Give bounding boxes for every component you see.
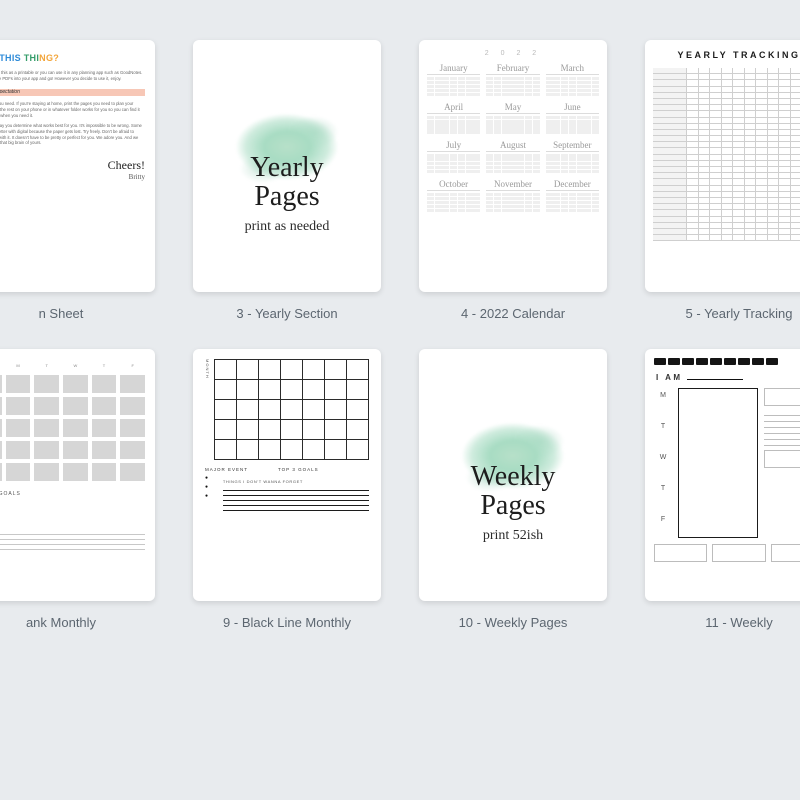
card-black-line-monthly[interactable]: MONTH MAJOR EVENT TOP 3 GOALS THINGS I D… <box>186 349 388 630</box>
calendar-months: JanuaryFebruaryMarchAprilMayJuneJulyAugu… <box>427 63 599 218</box>
month-side-label: MONTH <box>205 359 210 379</box>
thumb-yearly-section: YearlyPages print as needed <box>193 40 381 292</box>
thumb-instruction-sheet: USE THIS THING? You can use this as a pr… <box>0 40 155 292</box>
section-subtitle: print 52ish <box>483 528 543 544</box>
section-subtitle: print as needed <box>245 219 330 235</box>
instr-para: Use it in a way you determine what works… <box>0 123 145 146</box>
main-plan-box <box>678 388 758 538</box>
instr-signature: Cheers! <box>0 157 145 173</box>
month-outline-grid <box>214 359 369 459</box>
notes-column: THINGS I DON'T WANNA FORGET <box>223 475 369 511</box>
thumb-weekly-pages: WeeklyPages print 52ish <box>419 349 607 601</box>
thumb-2022-calendar: 2 0 2 2 JanuaryFebruaryMarchAprilMayJune… <box>419 40 607 292</box>
thumb-yearly-tracking: YEARLY TRACKING <box>645 40 800 292</box>
card-caption: 5 - Yearly Tracking <box>686 306 793 321</box>
card-instruction-sheet[interactable]: USE THIS THING? You can use this as a pr… <box>0 40 162 321</box>
thumb-weekly: I AM MTWTF <box>645 349 800 601</box>
day-letters: MTWTF <box>654 388 672 538</box>
template-grid: USE THIS THING? You can use this as a pr… <box>0 40 800 630</box>
instr-highlight: not an expectation <box>0 89 145 96</box>
note-lines <box>0 530 145 550</box>
tracking-title: YEARLY TRACKING <box>653 50 800 60</box>
thumb-blank-monthly: SMTWTF TOP 3 GOALS <box>0 349 155 601</box>
habit-bar <box>654 358 800 365</box>
instr-para: Print what you need. If you're staying a… <box>0 101 145 118</box>
card-blank-monthly[interactable]: SMTWTF TOP 3 GOALS ank Monthly <box>0 349 162 630</box>
section-title: YearlyPages <box>250 153 323 212</box>
card-caption: n Sheet <box>39 306 84 321</box>
thumb-black-line-monthly: MONTH MAJOR EVENT TOP 3 GOALS THINGS I D… <box>193 349 381 601</box>
card-caption: 4 - 2022 Calendar <box>461 306 565 321</box>
instr-heading: USE THIS THING? <box>0 52 145 64</box>
tracking-table <box>653 68 800 241</box>
iam-heading: I AM <box>656 373 800 382</box>
card-yearly-tracking[interactable]: YEARLY TRACKING 5 - Yearly Tracking <box>638 40 800 321</box>
goals-bullets <box>205 475 211 511</box>
section-title: WeeklyPages <box>471 462 556 521</box>
side-column <box>764 388 800 538</box>
card-caption: ank Monthly <box>26 615 96 630</box>
section-labels: MAJOR EVENT TOP 3 GOALS <box>205 467 369 472</box>
instr-para: You can use this as a printable or you c… <box>0 70 145 81</box>
card-2022-calendar[interactable]: 2 0 2 2 JanuaryFebruaryMarchAprilMayJune… <box>412 40 614 321</box>
goals-label: TOP 3 GOALS <box>0 491 145 497</box>
card-yearly-section[interactable]: YearlyPages print as needed 3 - Yearly S… <box>186 40 388 321</box>
instr-signature-name: Britty <box>0 173 145 182</box>
goals-bullets <box>0 500 145 524</box>
footer-boxes <box>654 544 800 562</box>
card-caption: 10 - Weekly Pages <box>459 615 568 630</box>
card-weekly-pages[interactable]: WeeklyPages print 52ish 10 - Weekly Page… <box>412 349 614 630</box>
month-grid <box>0 375 145 481</box>
card-caption: 11 - Weekly <box>705 615 772 630</box>
card-caption: 3 - Yearly Section <box>236 306 337 321</box>
day-headers: SMTWTF <box>0 363 145 369</box>
calendar-year: 2 0 2 2 <box>427 50 599 57</box>
card-weekly[interactable]: I AM MTWTF 11 - Weekly <box>638 349 800 630</box>
card-caption: 9 - Black Line Monthly <box>223 615 351 630</box>
